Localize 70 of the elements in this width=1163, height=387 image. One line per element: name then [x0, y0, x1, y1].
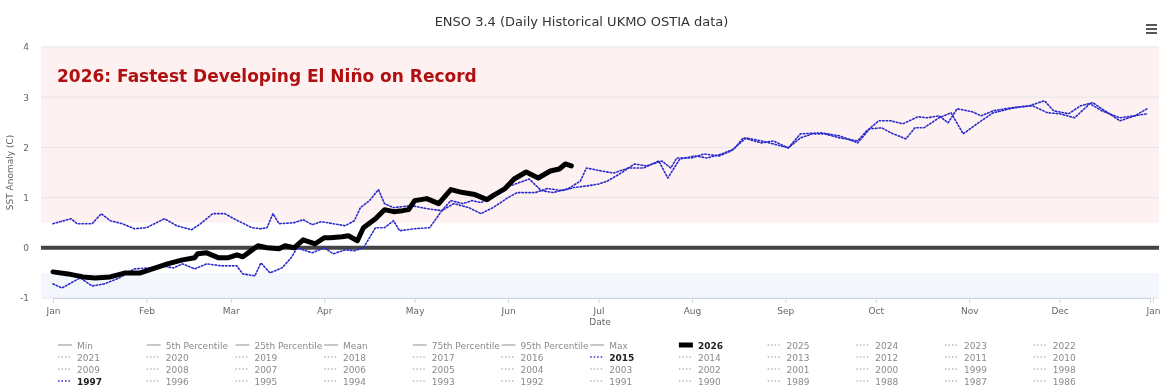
- x-tick-label: Nov: [960, 306, 980, 317]
- legend-label: 1991: [609, 376, 633, 387]
- legend-label: 2014: [697, 352, 722, 363]
- legend-label: 1998: [1052, 364, 1076, 375]
- legend-label: 2006: [343, 364, 367, 375]
- legend-label: 1997: [77, 376, 103, 387]
- y-tick-label: 3: [23, 92, 29, 103]
- x-tick-label: Feb: [138, 306, 156, 317]
- y-tick-label: 0: [23, 243, 30, 254]
- legend-label: 2015: [609, 352, 635, 363]
- legend-label: 2010: [1052, 352, 1076, 363]
- legend-label: 2017: [431, 352, 455, 363]
- x-tick-label: Apr: [316, 306, 333, 317]
- x-tick-label: Dec: [1051, 306, 1069, 317]
- x-axis-title: Date: [589, 317, 612, 327]
- legend-label: 1987: [964, 376, 987, 387]
- legend-label: 1993: [431, 376, 455, 387]
- y-axis-title: SST Anomaly (C): [5, 134, 15, 211]
- legend-label: 2026: [697, 340, 723, 351]
- legend-label: 2003: [609, 364, 633, 375]
- legend-label: Mean: [343, 340, 368, 351]
- legend-label: 1994: [343, 376, 367, 387]
- legend-label: 2000: [875, 364, 899, 375]
- legend-label: 5th Percentile: [165, 340, 229, 351]
- legend-label: 2008: [165, 364, 189, 375]
- legend-label: 1989: [786, 376, 810, 387]
- legend-label: 2004: [520, 364, 544, 375]
- legend-label: 1995: [254, 376, 278, 387]
- y-tick-label: 4: [23, 42, 30, 53]
- legend-label: 2005: [431, 364, 455, 375]
- legend-label: 1986: [1052, 376, 1076, 387]
- legend-label: 2002: [697, 364, 721, 375]
- legend-label: 2024: [875, 340, 899, 351]
- x-tick-label: Sep: [777, 306, 795, 317]
- chart-title: ENSO 3.4 (Daily Historical UKMO OSTIA data): [434, 14, 729, 29]
- legend-label: 2007: [254, 364, 278, 375]
- legend-label: 2021: [77, 352, 100, 363]
- legend-label: 2022: [1052, 340, 1076, 351]
- legend-label: 1992: [520, 376, 544, 387]
- legend-label: 95th Percentile: [520, 340, 589, 351]
- x-tick-label: Aug: [683, 306, 702, 317]
- legend-label: 75th Percentile: [431, 340, 501, 351]
- legend-label: 2018: [343, 352, 367, 363]
- x-tick-label: Jul: [592, 306, 605, 317]
- x-tick-label: Jun: [500, 306, 516, 317]
- legend-label: 2016: [520, 352, 544, 363]
- y-tick-label: 2: [23, 142, 29, 153]
- y-tick-label: 1: [23, 192, 29, 203]
- legend-label: 2001: [786, 364, 810, 375]
- legend-label: 2013: [786, 352, 810, 363]
- annotation: 2026: Fastest Developing El Niño on Record: [57, 66, 477, 86]
- legend-label: 2009: [77, 364, 101, 375]
- x-tick-label: Jan: [45, 306, 61, 317]
- legend-label: 1999: [964, 364, 988, 375]
- legend-label: Max: [609, 340, 629, 351]
- y-tick-label: -1: [20, 293, 29, 304]
- legend-label: 1996: [165, 376, 189, 387]
- x-tick-label: May: [405, 306, 426, 317]
- legend-label: 1988: [875, 376, 899, 387]
- x-tick-label: Mar: [222, 306, 241, 317]
- x-tick-label: Oct: [868, 306, 885, 317]
- legend-label: 2020: [165, 352, 189, 363]
- legend-label: Min: [77, 340, 93, 351]
- legend-label: 2023: [964, 340, 987, 351]
- legend-label: 25th Percentile: [254, 340, 323, 351]
- legend-label: 2012: [875, 352, 899, 363]
- legend-label: 2025: [786, 340, 810, 351]
- legend-label: 1990: [697, 376, 722, 387]
- legend-label: 2019: [254, 352, 278, 363]
- legend-label: 2011: [964, 352, 987, 363]
